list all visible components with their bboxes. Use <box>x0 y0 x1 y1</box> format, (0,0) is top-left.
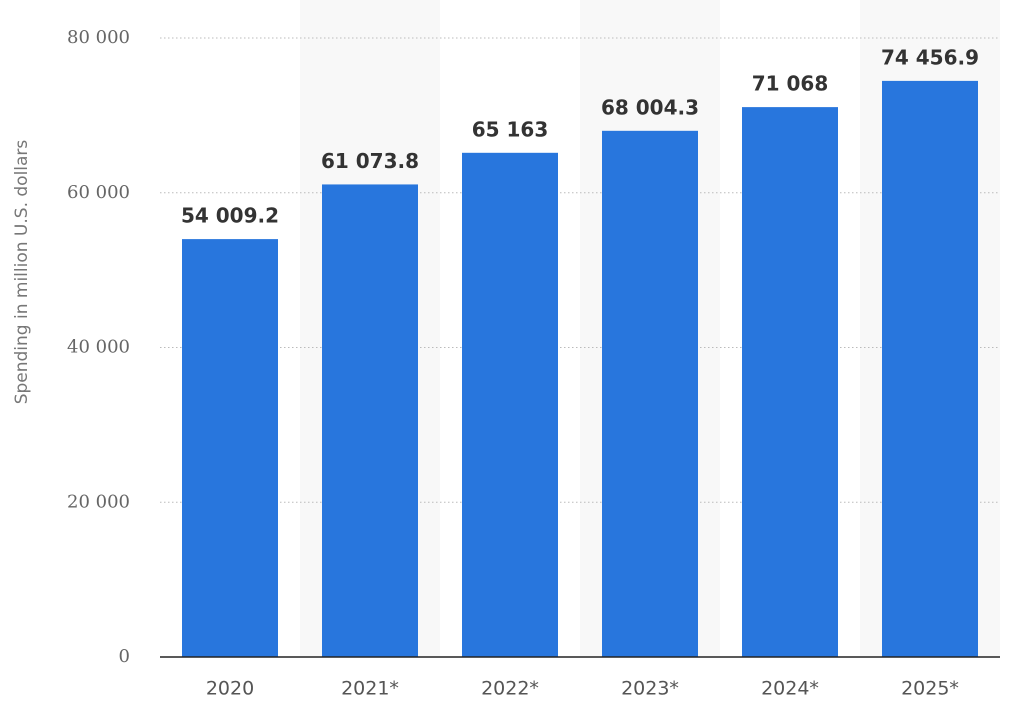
y-tick-label: 0 <box>119 646 130 667</box>
bar <box>182 239 278 657</box>
bar <box>882 80 978 657</box>
y-tick-label: 60 000 <box>67 182 130 203</box>
x-tick-label: 2023* <box>621 678 679 700</box>
y-tick-label: 20 000 <box>67 491 130 512</box>
x-tick-label: 2025* <box>901 678 959 700</box>
y-tick-label: 80 000 <box>67 27 130 48</box>
x-tick-label: 2020 <box>206 678 254 700</box>
value-label: 71 068 <box>752 72 829 96</box>
value-label: 54 009.2 <box>181 204 279 228</box>
bar <box>322 184 418 657</box>
x-tick-label: 2024* <box>761 678 819 700</box>
value-label: 65 163 <box>472 117 549 141</box>
y-tick-label: 40 000 <box>67 337 130 358</box>
value-label: 61 073.8 <box>321 149 419 173</box>
bar <box>602 130 698 658</box>
x-tick-label: 2022* <box>481 678 539 700</box>
y-axis-label: Spending in million U.S. dollars <box>12 140 32 405</box>
value-label: 74 456.9 <box>881 45 979 69</box>
bar <box>462 152 558 658</box>
x-tick-label: 2021* <box>341 678 399 700</box>
bar <box>742 107 838 658</box>
value-label: 68 004.3 <box>601 95 699 119</box>
